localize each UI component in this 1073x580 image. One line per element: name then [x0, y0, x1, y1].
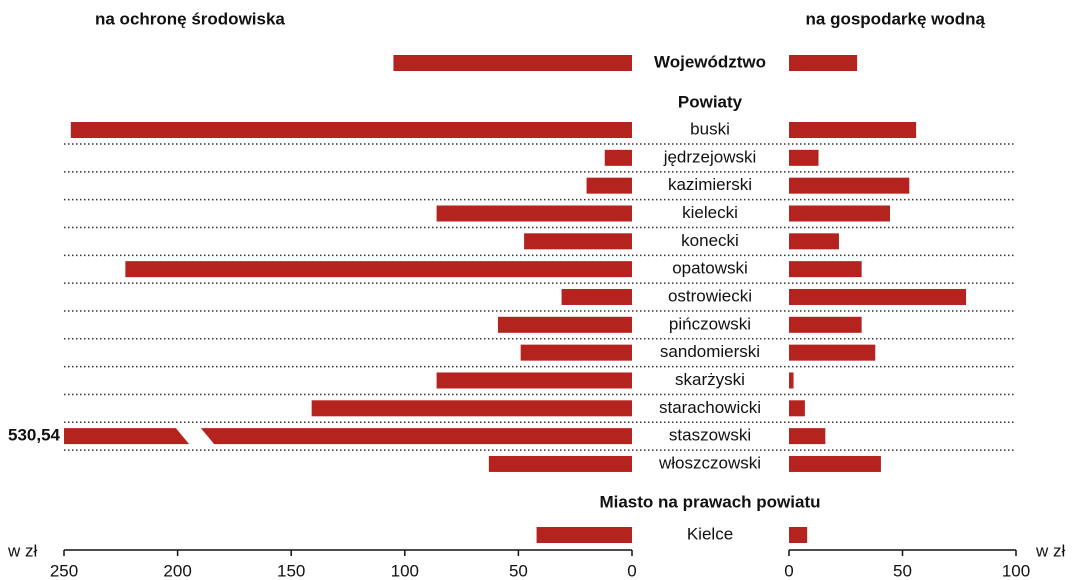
x-tick-label: 0	[627, 561, 636, 580]
bar	[789, 55, 858, 71]
category-label: kielecki	[682, 203, 738, 222]
bar	[520, 344, 632, 361]
category-label: Kielce	[687, 524, 733, 543]
bar	[125, 261, 633, 278]
x2-tick-label: 100	[1002, 561, 1030, 580]
bar-break	[175, 427, 215, 446]
bar	[393, 55, 632, 71]
bar	[536, 527, 632, 543]
group-label: Powiaty	[678, 92, 743, 111]
x2-tick-label: 50	[893, 561, 912, 580]
category-label: pińczowski	[669, 314, 751, 333]
bar	[789, 149, 819, 166]
x-tick-label: 250	[50, 561, 78, 580]
x-tick-label: 150	[277, 561, 305, 580]
category-label: kazimierski	[668, 175, 752, 194]
category-label: staszowski	[669, 426, 751, 445]
value-label: 530,54	[8, 426, 61, 445]
category-label: Województwo	[654, 52, 766, 71]
right-panel-title: na gospodarkę wodną	[806, 9, 986, 28]
bar	[64, 428, 632, 445]
x2-tick-label: 0	[784, 561, 793, 580]
category-label: buski	[690, 119, 730, 138]
bar	[789, 527, 808, 543]
bar	[604, 149, 632, 166]
bar	[789, 428, 826, 445]
bar	[561, 288, 632, 305]
category-label: starachowicki	[659, 398, 761, 417]
bar	[789, 372, 794, 389]
bar	[586, 177, 632, 194]
category-label: ostrowiecki	[668, 286, 752, 305]
bar	[311, 400, 632, 417]
category-label: opatowski	[672, 259, 748, 278]
category-label: jędrzejowski	[663, 147, 757, 166]
bar	[789, 205, 891, 222]
bar	[488, 455, 632, 472]
category-label: sandomierski	[660, 342, 760, 361]
bar	[789, 288, 967, 305]
left-panel-title: na ochronę środowiska	[95, 9, 285, 28]
bar	[789, 233, 839, 250]
bar	[524, 233, 632, 250]
bar	[789, 122, 917, 138]
category-label: konecki	[681, 231, 739, 250]
bar	[789, 455, 881, 472]
bar	[789, 316, 862, 333]
bar	[497, 316, 632, 333]
bar	[70, 122, 633, 138]
unit-label: w zł	[1035, 541, 1066, 560]
category-label: skarżyski	[675, 370, 745, 389]
group-label: Miasto na prawach powiatu	[599, 492, 820, 511]
x-tick-label: 200	[163, 561, 191, 580]
category-label: włoszczowski	[658, 453, 761, 472]
x-tick-label: 50	[509, 561, 528, 580]
bar	[789, 400, 805, 417]
bar	[436, 205, 632, 222]
unit-label: w zł	[7, 541, 38, 560]
x-tick-label: 100	[391, 561, 419, 580]
bar	[789, 261, 862, 278]
bar	[789, 177, 910, 194]
bar	[436, 372, 632, 389]
bar	[789, 344, 876, 361]
